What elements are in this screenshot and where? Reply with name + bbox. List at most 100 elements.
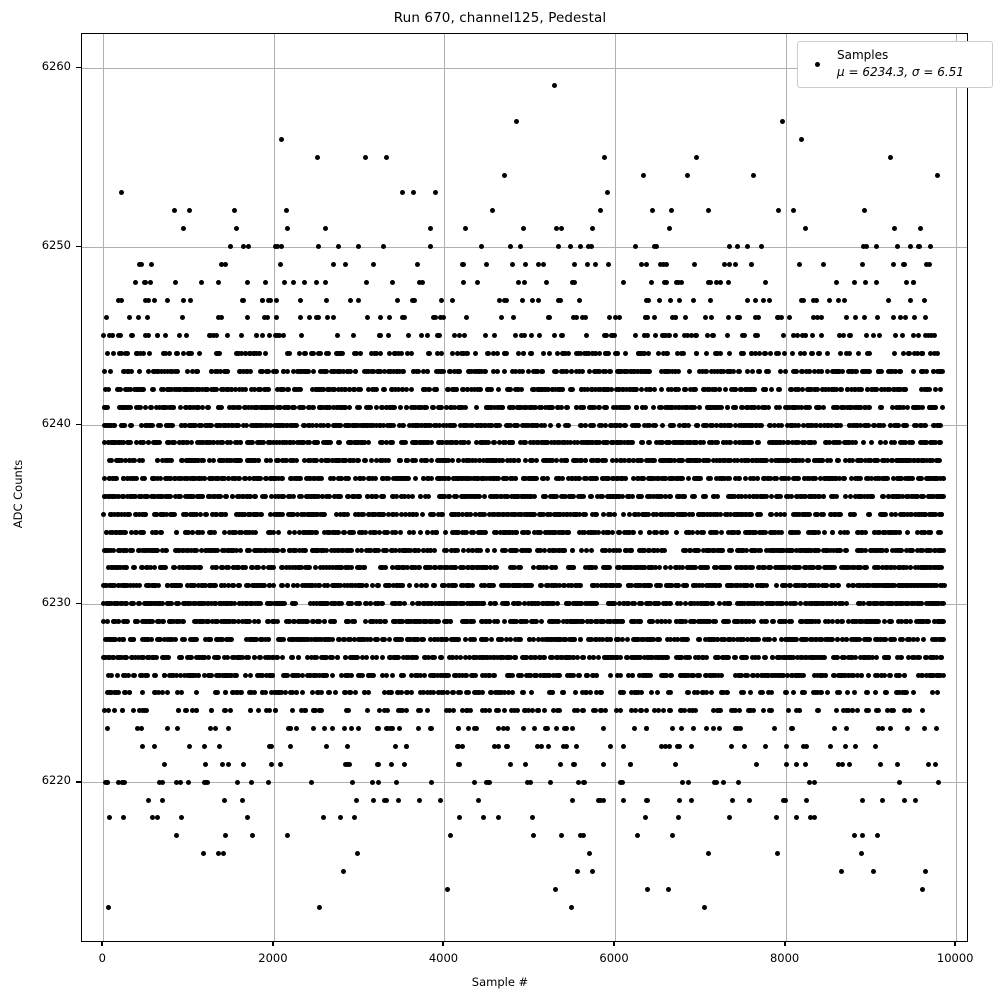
scatter-point	[615, 619, 621, 625]
scatter-point	[238, 547, 244, 553]
scatter-point	[593, 636, 599, 642]
scatter-point	[896, 529, 902, 535]
scatter-point	[858, 529, 864, 535]
scatter-point	[844, 601, 850, 607]
scatter-point	[502, 619, 508, 625]
scatter-point	[303, 619, 309, 625]
scatter-point	[627, 761, 633, 767]
scatter-point	[523, 654, 529, 660]
scatter-point	[409, 654, 415, 660]
scatter-point	[893, 547, 899, 553]
scatter-point	[750, 672, 756, 678]
scatter-point	[905, 529, 911, 535]
scatter-point	[800, 672, 806, 678]
scatter-point	[586, 851, 592, 857]
scatter-point	[168, 672, 174, 678]
scatter-point	[275, 654, 281, 660]
scatter-point	[882, 690, 888, 696]
scatter-point	[763, 654, 769, 660]
scatter-point	[231, 690, 237, 696]
scatter-point	[762, 744, 768, 750]
scatter-point	[906, 654, 912, 660]
scatter-point	[547, 654, 553, 660]
scatter-point	[104, 547, 110, 553]
scatter-point	[860, 833, 866, 839]
scatter-point	[812, 529, 818, 535]
scatter-point	[131, 672, 137, 678]
scatter-point	[607, 672, 613, 678]
scatter-point	[166, 636, 172, 642]
scatter-point	[783, 744, 789, 750]
scatter-point	[790, 690, 796, 696]
scatter-point	[230, 494, 236, 500]
scatter-point	[775, 529, 781, 535]
scatter-point	[620, 797, 626, 803]
scatter-point	[424, 690, 430, 696]
scatter-point	[467, 636, 473, 642]
scatter-point	[923, 654, 929, 660]
scatter-point	[708, 690, 714, 696]
scatter-point	[748, 708, 754, 714]
scatter-point	[387, 654, 393, 660]
scatter-point	[110, 654, 115, 660]
scatter-point	[140, 654, 146, 660]
scatter-point	[389, 565, 395, 571]
scatter-point	[886, 672, 892, 678]
scatter-point	[771, 619, 777, 625]
scatter-point	[874, 833, 880, 839]
scatter-point	[114, 672, 120, 678]
scatter-point	[512, 708, 518, 714]
scatter-point	[651, 547, 657, 553]
scatter-point	[531, 833, 537, 839]
scatter-point	[257, 601, 263, 607]
scatter-point	[800, 494, 806, 500]
scatter-point	[880, 797, 886, 803]
scatter-point	[351, 619, 357, 625]
scatter-point	[146, 797, 152, 803]
scatter-point	[542, 672, 548, 678]
scatter-point	[508, 511, 514, 517]
scatter-point	[137, 601, 143, 607]
scatter-point	[773, 672, 779, 678]
scatter-point	[273, 708, 279, 714]
scatter-point	[473, 726, 479, 732]
scatter-point	[513, 547, 519, 553]
scatter-point	[736, 708, 742, 714]
scatter-point	[882, 672, 888, 678]
scatter-point	[487, 672, 493, 678]
scatter-point	[885, 708, 891, 714]
scatter-point	[666, 744, 672, 750]
scatter-point	[150, 815, 156, 821]
scatter-point	[383, 619, 389, 625]
scatter-point	[107, 690, 113, 696]
scatter-point	[356, 726, 362, 732]
scatter-point	[143, 494, 149, 500]
scatter-point	[323, 547, 329, 553]
scatter-point	[647, 672, 653, 678]
scatter-point	[447, 619, 453, 625]
scatter-point	[660, 654, 666, 660]
scatter-point	[725, 636, 731, 642]
scatter-point	[637, 619, 643, 625]
scatter-point	[268, 761, 274, 767]
scatter-point	[630, 636, 636, 642]
scatter-point	[865, 636, 871, 642]
scatter-point	[323, 636, 329, 642]
scatter-point	[860, 797, 865, 803]
scatter-point	[355, 583, 361, 589]
scatter-point	[686, 779, 692, 785]
scatter-point	[658, 511, 664, 517]
scatter-point	[345, 636, 351, 642]
scatter-point	[621, 511, 627, 517]
scatter-point	[688, 744, 694, 750]
scatter-point	[174, 833, 180, 839]
scatter-point	[554, 726, 560, 732]
scatter-point	[178, 654, 184, 660]
scatter-point	[219, 761, 225, 767]
scatter-point	[502, 547, 508, 553]
scatter-point	[716, 726, 722, 732]
scatter-point	[508, 654, 514, 660]
scatter-point	[491, 744, 497, 750]
scatter-point	[859, 851, 865, 857]
scatter-point	[388, 690, 394, 696]
